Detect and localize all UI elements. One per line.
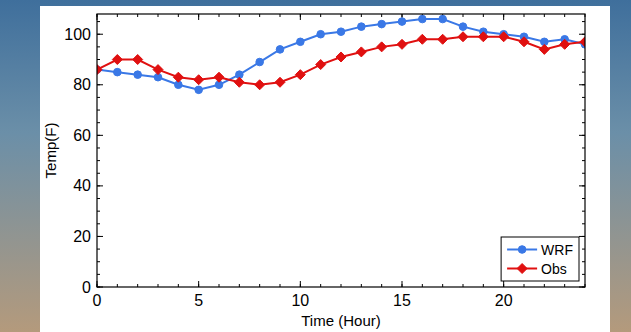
y-axis-title: Temp(F) [42,123,59,179]
data-layer [97,15,585,93]
x-tick-label: 20 [495,292,513,309]
series-marker [459,23,467,31]
y-tick [579,34,585,35]
y-tick-label: 40 [73,177,91,194]
x-tick-label: 0 [93,292,102,309]
series-marker [417,34,427,44]
series-line [97,37,585,85]
series-marker [356,47,366,57]
y-tick-label: 100 [64,26,91,43]
y-tick [97,34,103,35]
series-marker [519,37,529,47]
series-line [97,19,585,90]
series-marker [114,68,122,76]
series-marker [337,28,345,36]
y-tick-label: 60 [73,127,91,144]
series-marker [97,65,102,75]
series-marker [419,15,427,23]
legend-marker [517,264,527,274]
x-tick [198,14,199,20]
series-marker [275,77,285,87]
series-marker [438,34,448,44]
x-tick-label: 15 [393,292,411,309]
series-marker [439,15,447,23]
y-tick [97,84,103,85]
series-marker [133,55,143,65]
x-tick [503,281,504,287]
y-tick [97,185,103,186]
series-marker [255,80,265,90]
series-marker [397,39,407,49]
x-tick [300,281,301,287]
y-tick [97,135,103,136]
series-marker [195,86,203,94]
legend: WRF Obs [501,237,579,281]
series-marker [153,65,163,75]
series-marker [134,71,142,79]
series-marker [317,30,325,38]
series-marker [378,20,386,28]
y-tick [579,236,585,237]
y-tick-label: 20 [73,228,91,245]
series-marker [297,38,305,46]
series-marker [580,37,585,47]
y-tick [579,135,585,136]
legend-label: WRF [541,242,573,258]
series-marker [478,32,488,42]
series-marker [234,77,244,87]
series-marker [560,39,570,49]
series-marker [194,75,204,85]
y-tick-label: 80 [73,76,91,93]
series-marker [316,60,326,70]
chart-background [40,6,610,332]
series-marker [214,72,224,82]
legend-marker [518,246,526,254]
plot-frame [97,14,585,287]
series-marker [256,58,264,66]
series-marker [276,46,284,54]
series-marker [336,52,346,62]
series-marker [539,44,549,54]
x-tick-label: 10 [291,292,309,309]
x-tick [300,14,301,20]
x-tick [402,281,403,287]
series-marker [499,32,509,42]
series-marker [458,32,468,42]
series-marker [173,72,183,82]
y-tick [97,236,103,237]
y-tick-label: 0 [82,279,91,296]
legend-box [501,237,579,281]
x-tick [503,14,504,20]
legend-label: Obs [541,261,567,277]
x-tick-label: 5 [194,292,203,309]
x-tick [198,281,199,287]
x-axis-title: Time (Hour) [301,312,380,329]
y-tick [579,84,585,85]
series-marker [112,55,122,65]
series-marker [377,42,387,52]
plot-area [97,14,585,287]
series-marker [295,70,305,80]
series-marker [398,18,406,26]
series-marker [358,23,366,31]
y-tick [579,185,585,186]
